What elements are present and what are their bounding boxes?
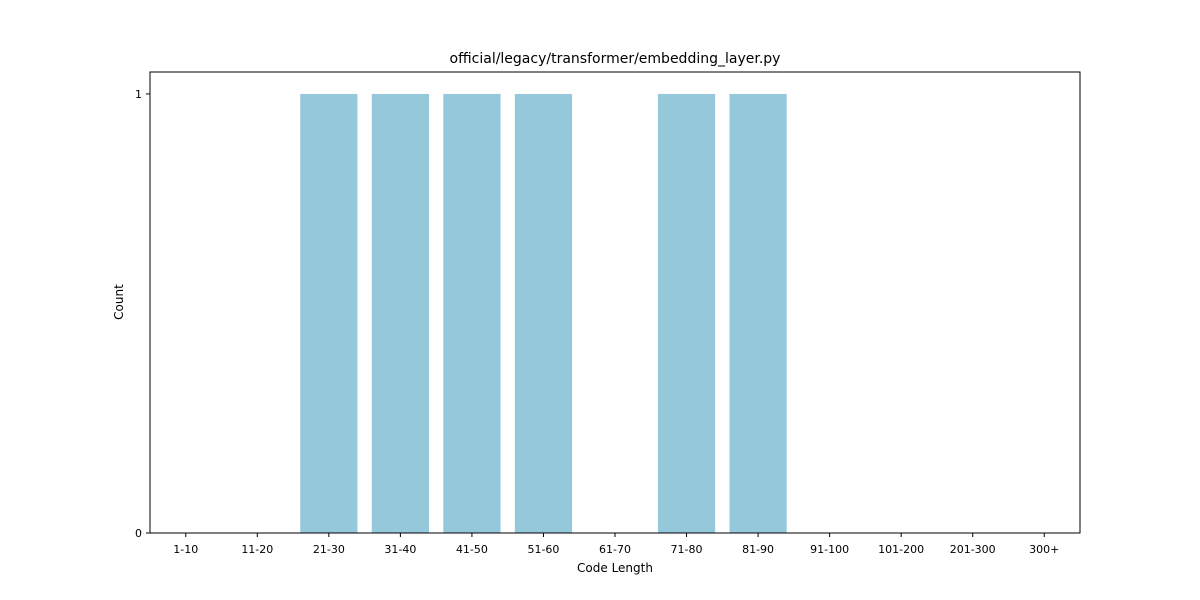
x-axis-label: Code Length bbox=[577, 561, 653, 575]
x-tick-label: 31-40 bbox=[384, 543, 416, 556]
y-axis-label: Count bbox=[112, 284, 126, 320]
x-tick-label: 201-300 bbox=[950, 543, 996, 556]
plot-frame bbox=[149, 71, 1081, 534]
x-axis-ticks: 1-10 11-20 21-30 31-40 41-50 51-60 61-70 71-80 8… bbox=[173, 533, 1059, 556]
bar-51-60 bbox=[514, 93, 573, 533]
chart-title: official/legacy/transformer/embedding_la… bbox=[450, 51, 781, 67]
x-tick-label: 71-80 bbox=[671, 543, 703, 556]
x-tick-label: 41-50 bbox=[456, 543, 488, 556]
x-tick-label: 51-60 bbox=[527, 543, 559, 556]
x-tick-label: 101-200 bbox=[878, 543, 924, 556]
x-tick-label: 11-20 bbox=[241, 543, 273, 556]
bars-group bbox=[300, 93, 787, 533]
bar-31-40 bbox=[371, 93, 429, 533]
y-axis-ticks: 01 bbox=[135, 88, 150, 540]
x-tick-label: 81-90 bbox=[742, 543, 774, 556]
bar-21-30 bbox=[300, 93, 358, 533]
bar-41-50 bbox=[443, 93, 501, 533]
x-tick-label: 91-100 bbox=[810, 543, 849, 556]
bar-81-90 bbox=[729, 93, 787, 533]
y-tick-label: 1 bbox=[135, 88, 142, 101]
y-tick-label: 0 bbox=[135, 527, 142, 540]
x-tick-label: 61-70 bbox=[599, 543, 631, 556]
x-tick-label: 1-10 bbox=[173, 543, 198, 556]
bar-71-80 bbox=[657, 93, 716, 533]
x-tick-label: 21-30 bbox=[313, 543, 345, 556]
x-tick-label: 300+ bbox=[1029, 543, 1059, 556]
